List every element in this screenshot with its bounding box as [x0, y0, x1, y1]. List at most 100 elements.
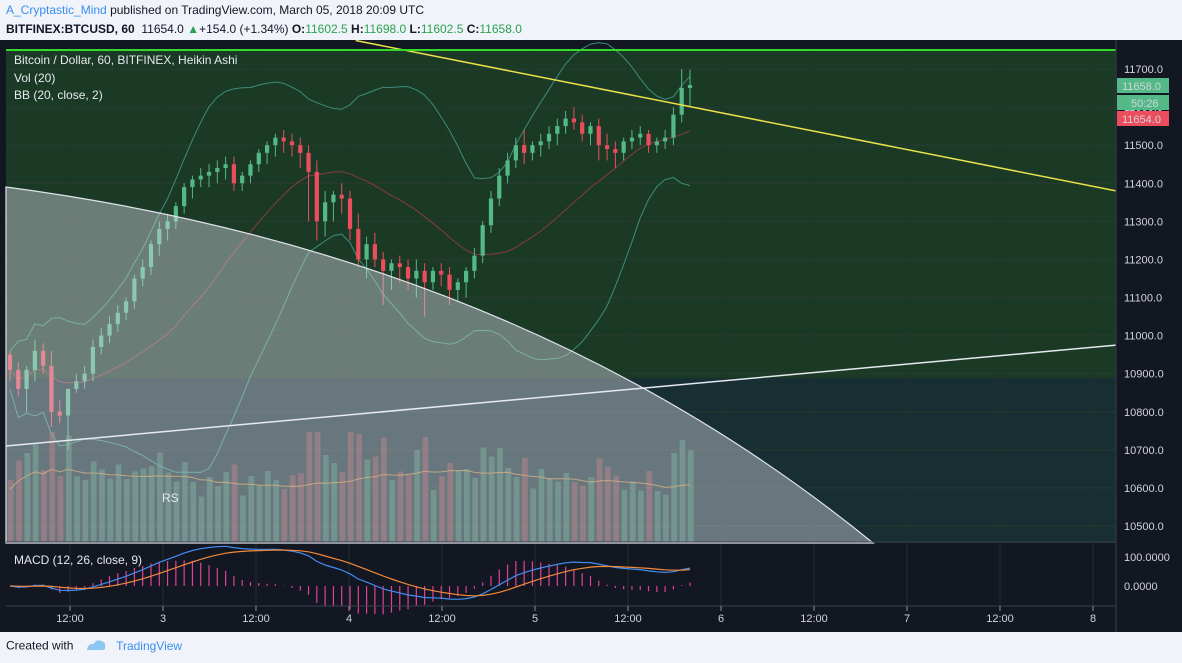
author-link[interactable]: A_Cryptastic_Mind — [6, 3, 107, 17]
volume-bar — [148, 466, 155, 542]
volume-bar — [223, 472, 230, 542]
price-chart[interactable]: RS Bitcoin / Dollar, 60, BITFINEX, Heiki… — [0, 40, 1182, 632]
close-value: 11658.0 — [479, 22, 522, 36]
candle-body — [580, 122, 585, 134]
volume-bar — [488, 456, 495, 542]
price-tick-label: 11700.0 — [1124, 64, 1163, 76]
volume-bar — [16, 460, 22, 542]
volume-bar — [687, 450, 694, 542]
candle-body — [356, 228, 361, 260]
tradingview-link[interactable]: TradingView — [116, 638, 183, 653]
publish-info: A_Cryptastic_Mind published on TradingVi… — [6, 3, 424, 17]
candle-body — [488, 198, 494, 226]
volume-bar — [405, 475, 412, 542]
volume-bar — [206, 477, 213, 542]
up-arrow-icon: ▲ — [187, 22, 200, 36]
volume-bar — [115, 464, 122, 542]
badge-last: 11658.0 — [1122, 81, 1161, 93]
volume-bar — [123, 479, 130, 542]
candle-body — [82, 373, 87, 382]
volume-bar — [563, 473, 570, 542]
bb-upper-band — [9, 42, 691, 352]
volume-bar — [132, 471, 138, 542]
candle-body — [99, 335, 104, 348]
candle-body — [32, 350, 37, 370]
volume-bar — [480, 447, 487, 542]
candle-body — [132, 278, 137, 302]
candle-body — [513, 145, 518, 161]
candle-body — [347, 198, 353, 229]
rs-arc-shape[interactable] — [5, 186, 875, 544]
candle-body — [555, 126, 560, 134]
candle-body — [671, 114, 676, 138]
last-price-badge: 11658.0 — [1117, 78, 1169, 93]
footer: Created with TradingView — [6, 638, 182, 655]
volume-bar — [82, 480, 89, 542]
candle-body — [182, 187, 187, 207]
volume-bar — [49, 432, 56, 542]
price-tick-label: 11000.0 — [1124, 331, 1163, 343]
volume-bar — [306, 432, 313, 542]
volume-bar — [248, 476, 255, 542]
candle-body — [289, 141, 295, 146]
candle-body — [472, 255, 477, 271]
time-axis[interactable]: 12:00 3 12:00 4 12:00 5 12:00 6 12:00 7 12:00 8 — [56, 606, 1096, 625]
candle-body — [331, 194, 336, 203]
time-tick-label: 8 — [1090, 613, 1096, 625]
volume-bar — [580, 485, 586, 542]
chart-title: Bitcoin / Dollar, 60, BITFINEX, Heikin A… — [14, 53, 237, 67]
candle-body — [422, 270, 427, 283]
volume-bar — [173, 481, 180, 542]
open-value: 11602.5 — [305, 22, 348, 36]
candle-body — [381, 259, 386, 271]
volume-bar — [339, 472, 346, 542]
candle-body — [563, 118, 568, 127]
candle-body — [306, 152, 311, 172]
macd-legend: MACD (12, 26, close, 9) — [14, 553, 142, 567]
volume-bar — [364, 459, 371, 542]
symbol-info-bar: BITFINEX:BTCUSD, 60 11654.0 ▲+154.0 (+1.… — [6, 22, 522, 36]
candle-body — [173, 206, 178, 222]
volume-bar — [273, 480, 279, 542]
volume-bar — [638, 490, 644, 542]
price-tick-label: 11500.0 — [1124, 140, 1163, 152]
macd-tick-label: 100.0000 — [1124, 552, 1170, 564]
time-tick-label: 12:00 — [56, 613, 84, 625]
volume-bar — [663, 494, 669, 542]
candle-body — [273, 137, 278, 146]
candle-body — [256, 152, 261, 165]
volume-bar — [41, 470, 47, 542]
volume-bar — [182, 462, 188, 542]
candles — [7, 69, 693, 450]
volume-bar — [264, 471, 271, 542]
candle-body — [439, 270, 444, 275]
candle-body — [364, 244, 369, 260]
white-trend-line[interactable] — [5, 344, 1117, 447]
countdown-badge: 50:26 — [1117, 95, 1169, 110]
candle-body — [281, 137, 286, 142]
candle-body — [530, 145, 535, 153]
volume-bar — [546, 478, 553, 542]
volume-bar — [505, 468, 512, 542]
time-tick-label: 12:00 — [986, 613, 1014, 625]
candle-body — [463, 270, 469, 283]
volume-bar — [472, 478, 478, 542]
candle-body — [654, 141, 659, 146]
time-tick-label: 12:00 — [242, 613, 270, 625]
volume-bar — [381, 438, 387, 542]
published-text: published on TradingView.com, March 05, … — [110, 3, 425, 17]
volume-bar — [24, 453, 31, 542]
volume-bar — [455, 471, 462, 542]
volume-bar — [679, 440, 686, 542]
time-tick-label: 5 — [532, 613, 538, 625]
rs-label: RS — [162, 491, 179, 505]
volume-ma-line — [9, 468, 691, 490]
time-tick-label: 12:00 — [800, 613, 828, 625]
candle-body — [405, 267, 411, 279]
yellow-trend-line[interactable] — [355, 40, 1117, 192]
close-label: C: — [466, 22, 480, 36]
volume-bar — [74, 476, 80, 542]
volume-bar — [331, 463, 338, 542]
candle-body — [148, 244, 154, 268]
grid-lines — [6, 50, 1116, 606]
